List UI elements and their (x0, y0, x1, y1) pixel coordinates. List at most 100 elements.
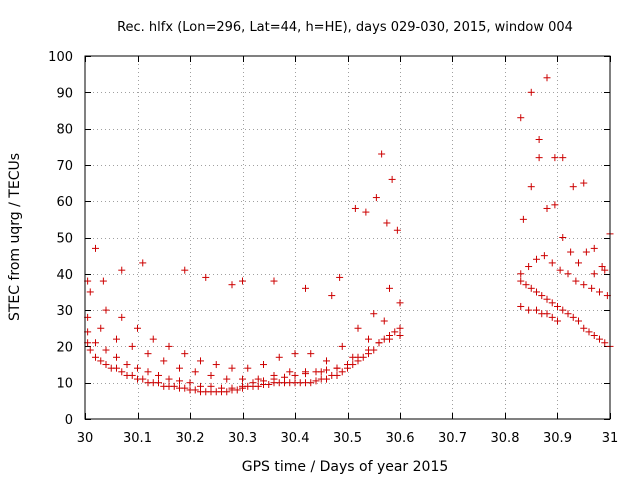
data-point (372, 194, 380, 202)
data-point (118, 368, 126, 376)
data-point (176, 377, 183, 385)
data-point (86, 288, 94, 296)
data-point (517, 277, 525, 285)
y-tick-label: 0 (65, 413, 73, 428)
data-point (569, 183, 577, 191)
data-point (596, 288, 603, 296)
data-point (228, 281, 236, 289)
data-point (351, 204, 359, 212)
data-point (559, 234, 567, 241)
data-point (207, 371, 215, 379)
y-tick-labels: 0 10 20 30 40 50 60 70 80 90 100 (48, 50, 73, 428)
data-point (543, 74, 551, 82)
data-point (601, 266, 609, 274)
y-tick-label: 60 (56, 195, 73, 210)
y-tick-label: 70 (56, 159, 73, 174)
data-point (370, 310, 378, 318)
y-tick-label: 100 (48, 50, 73, 65)
data-point (165, 375, 173, 383)
x-tick-label: 30.5 (333, 431, 362, 446)
data-point (207, 382, 215, 390)
data-point (538, 292, 546, 300)
data-point (128, 371, 136, 379)
x-tick-label: 31 (602, 431, 619, 446)
data-point (281, 373, 288, 381)
data-point (527, 284, 535, 292)
data-point (517, 302, 525, 310)
data-point (113, 353, 120, 361)
x-tick-label: 30.8 (491, 431, 520, 446)
data-point (102, 306, 110, 314)
data-point (338, 342, 346, 350)
x-tick-label: 30 (77, 431, 94, 446)
data-point (336, 273, 344, 281)
data-point (128, 342, 136, 350)
data-point (317, 368, 325, 376)
data-point (99, 277, 107, 285)
y-tick-label: 20 (56, 340, 73, 355)
data-point (181, 266, 189, 274)
data-point (144, 350, 152, 358)
data-point (354, 324, 362, 332)
data-point (328, 292, 336, 300)
data-point (601, 339, 609, 347)
data-point (197, 382, 204, 390)
data-point (92, 353, 99, 361)
data-point (291, 371, 299, 379)
x-tick-label: 30.1 (123, 431, 152, 446)
data-point (323, 375, 330, 383)
data-point (525, 263, 533, 271)
data-point (97, 357, 105, 365)
data-point (559, 154, 567, 162)
data-point (333, 371, 341, 379)
x-axis-label: GPS time / Days of year 2015 (242, 459, 449, 475)
data-point (533, 288, 540, 296)
data-point (517, 114, 525, 122)
data-point (165, 342, 173, 350)
y-tick-label: 80 (56, 123, 73, 138)
data-point (580, 324, 588, 332)
data-point (118, 266, 126, 274)
data-point (254, 382, 262, 390)
data-point (386, 335, 393, 343)
data-point (139, 259, 147, 267)
data-point (160, 357, 168, 365)
data-point (118, 313, 126, 321)
data-point (588, 284, 596, 292)
data-point (233, 386, 241, 394)
data-point (228, 364, 236, 372)
data-point (554, 317, 561, 325)
data-point (239, 382, 246, 390)
x-tick-label: 30.7 (438, 431, 467, 446)
data-point (519, 215, 527, 223)
data-point (149, 335, 157, 343)
data-point (113, 364, 120, 372)
data-point (590, 332, 598, 340)
data-point (548, 259, 556, 267)
data-point (102, 361, 110, 369)
data-point (102, 346, 110, 354)
data-point (391, 328, 399, 336)
data-point (551, 201, 559, 209)
data-point (580, 179, 588, 187)
data-point (333, 364, 341, 372)
data-point (260, 377, 267, 385)
data-point (543, 295, 551, 303)
data-point (302, 284, 309, 292)
data-point (535, 154, 543, 162)
data-point (275, 353, 283, 361)
data-point (249, 379, 257, 387)
data-point (365, 335, 372, 343)
data-point (181, 350, 189, 358)
data-point (307, 379, 315, 387)
data-point (134, 364, 141, 372)
data-point (575, 317, 582, 325)
grid-lines (85, 56, 610, 419)
data-point (323, 357, 330, 365)
data-point (181, 384, 189, 392)
data-point (254, 375, 262, 383)
x-tick-label: 30.4 (281, 431, 310, 446)
data-point (134, 324, 141, 332)
data-point (312, 377, 320, 385)
data-point (533, 306, 540, 314)
